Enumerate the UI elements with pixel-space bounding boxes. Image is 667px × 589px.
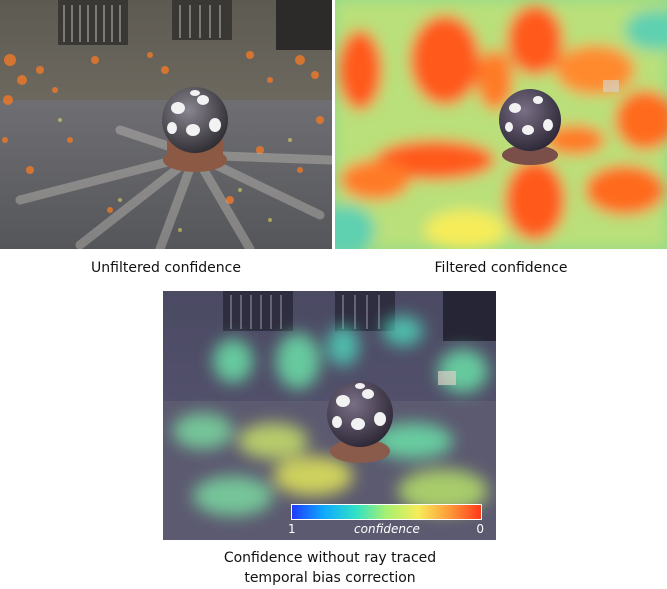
unfiltered-confidence-image [0, 0, 332, 249]
confidence-without-bias-correction-image [163, 291, 496, 540]
filtered-confidence-caption: Filtered confidence [434, 260, 568, 276]
filtered-confidence-image [335, 0, 667, 249]
unfiltered-confidence-caption: Unfiltered confidence [91, 260, 241, 276]
caption-line-1: Confidence without ray traced [223, 550, 437, 566]
colorbar-left-label: 1 [288, 522, 296, 536]
confidence-colorbar: 1 confidence 0 [288, 504, 484, 537]
caption-line-2: temporal bias correction [244, 570, 416, 586]
colorbar-gradient [291, 504, 482, 520]
colorbar-title: confidence [354, 522, 420, 536]
colorbar-right-label: 0 [476, 522, 484, 536]
no-bias-correction-caption: Confidence without ray traced temporal b… [140, 548, 520, 588]
